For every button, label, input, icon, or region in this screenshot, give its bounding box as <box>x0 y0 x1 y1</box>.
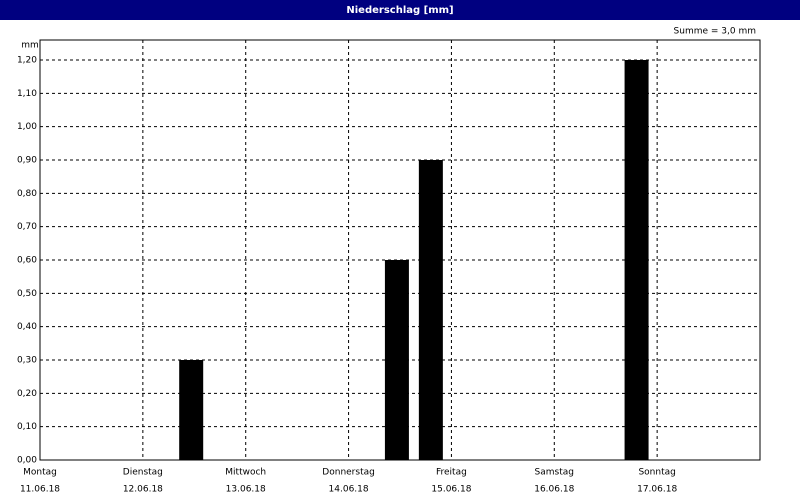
x-tick-label: Montag <box>23 468 57 478</box>
y-tick-label: 1,20 <box>17 56 37 66</box>
x-tick-label: Dienstag <box>123 468 163 478</box>
y-tick-label: 0,60 <box>17 256 37 266</box>
x-tick-date: 14.06.18 <box>329 485 369 495</box>
y-tick-label: 1,00 <box>17 122 37 132</box>
x-tick-label: Freitag <box>436 468 467 478</box>
y-unit: mm <box>21 41 39 51</box>
y-tick-label: 0,50 <box>17 289 37 299</box>
y-tick-label: 0,00 <box>17 456 37 466</box>
y-tick-label: 0,10 <box>17 422 37 432</box>
y-tick-label: 0,70 <box>17 222 37 232</box>
annotation: Summe = 3,0 mm <box>674 27 756 37</box>
chart-title: Niederschlag [mm] <box>346 5 453 16</box>
y-tick-label: 0,30 <box>17 356 37 366</box>
y-tick-label: 1,10 <box>17 89 37 99</box>
plot-frame <box>39 39 761 461</box>
x-tick-date: 13.06.18 <box>226 485 266 495</box>
bar <box>384 260 409 460</box>
x-tick-date: 12.06.18 <box>123 485 163 495</box>
bar <box>418 160 443 460</box>
x-tick-date: 17.06.18 <box>637 485 677 495</box>
x-tick-label: Mittwoch <box>225 468 266 478</box>
bar <box>624 60 649 460</box>
bar <box>179 360 204 460</box>
x-tick-label: Donnerstag <box>322 468 375 478</box>
x-tick-date: 11.06.18 <box>20 485 60 495</box>
x-tick-label: Samstag <box>535 468 574 478</box>
x-tick-label: Sonntag <box>638 468 675 478</box>
y-tick-label: 0,20 <box>17 389 37 399</box>
x-tick-date: 16.06.18 <box>534 485 574 495</box>
title-bar <box>0 0 800 20</box>
y-tick-label: 0,40 <box>17 322 37 332</box>
x-tick-date: 15.06.18 <box>431 485 471 495</box>
y-tick-label: 0,90 <box>17 156 37 166</box>
y-tick-label: 0,80 <box>17 189 37 199</box>
